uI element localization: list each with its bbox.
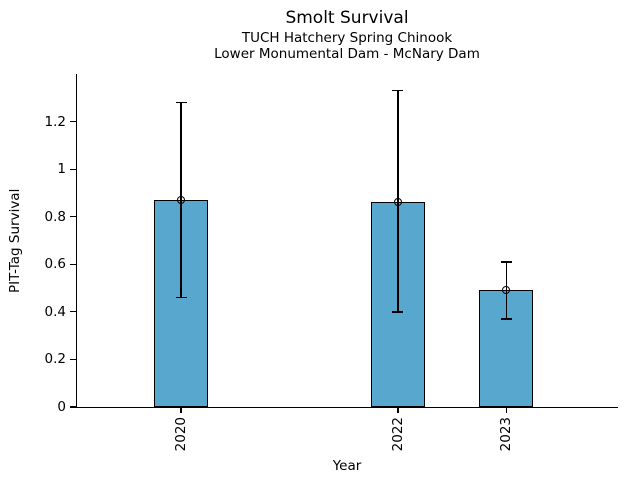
y-axis-spine bbox=[76, 74, 78, 408]
chart-subtitle-line2: Lower Monumental Dam - McNary Dam bbox=[214, 46, 480, 62]
x-axis-spine bbox=[76, 406, 618, 408]
y-tick bbox=[70, 168, 76, 170]
y-tick bbox=[70, 120, 76, 123]
chart-title: Smolt Survival bbox=[285, 8, 409, 28]
error-bar-cap-bottom bbox=[175, 296, 187, 299]
plot-area: 0 0.2 0.4 0.6 0.8 1 1.2 2020 2022 2023 bbox=[45, 74, 618, 451]
y-tick-label: 0 bbox=[57, 399, 66, 415]
y-tick-label: 1.2 bbox=[44, 113, 66, 130]
error-bar-cap-top bbox=[392, 89, 404, 92]
chart-subtitle-line1: TUCH Hatchery Spring Chinook bbox=[241, 30, 453, 46]
y-tick-label: 0.2 bbox=[44, 351, 66, 368]
x-tick-label: 2020 bbox=[173, 417, 190, 452]
y-tick-label: 0.6 bbox=[44, 256, 66, 273]
error-bar-cap-top bbox=[500, 261, 512, 263]
y-tick bbox=[70, 311, 76, 313]
y-tick bbox=[70, 358, 76, 361]
data-point-marker bbox=[393, 198, 402, 207]
error-bar-cap-top bbox=[175, 101, 187, 104]
x-tick-label: 2023 bbox=[498, 417, 515, 452]
y-tick-label: 0.8 bbox=[44, 208, 66, 225]
x-tick bbox=[180, 407, 182, 413]
data-point-marker bbox=[177, 196, 186, 205]
data-point-marker bbox=[502, 286, 511, 295]
x-tick bbox=[397, 407, 399, 413]
error-bar-cap-bottom bbox=[500, 318, 512, 320]
y-tick-label: 1 bbox=[57, 161, 66, 178]
y-tick-label: 0.4 bbox=[44, 303, 66, 320]
x-axis-label: Year bbox=[332, 458, 362, 474]
x-tick-label: 2022 bbox=[389, 417, 406, 452]
y-tick bbox=[70, 216, 76, 218]
x-tick bbox=[505, 407, 507, 413]
error-bar-cap-bottom bbox=[392, 311, 404, 313]
y-tick bbox=[70, 263, 76, 265]
y-tick bbox=[70, 406, 76, 408]
